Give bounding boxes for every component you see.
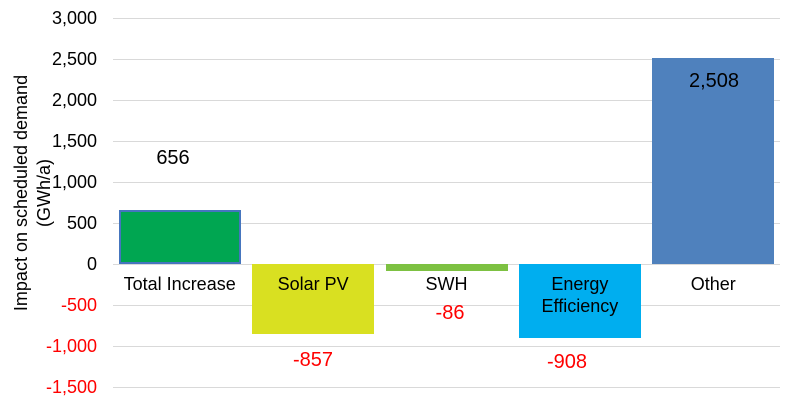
gridline--1,500 bbox=[113, 386, 780, 388]
gridline-500 bbox=[113, 222, 780, 224]
y-tick-label: 500 bbox=[66, 213, 97, 233]
value-label-energy-efficiency: -908 bbox=[546, 351, 588, 373]
gridline-1,000 bbox=[113, 181, 780, 183]
gridline-3,000 bbox=[113, 17, 780, 19]
category-label-other: Other bbox=[690, 274, 736, 294]
bar-solar-pv bbox=[252, 264, 375, 335]
y-tick-label: 2,500 bbox=[51, 49, 97, 69]
gridline--500 bbox=[113, 304, 780, 306]
y-tick-label: -1,500 bbox=[45, 377, 97, 397]
category-label-energy-efficiency: Energy Efficiency bbox=[541, 274, 619, 316]
category-label-solar-pv: Solar PV bbox=[277, 274, 349, 294]
bar-energy-efficiency bbox=[518, 264, 641, 339]
gridline-1,500 bbox=[113, 140, 780, 142]
category-label-swh: SWH bbox=[425, 274, 468, 294]
bar-total-increase bbox=[118, 210, 241, 264]
y-tick-label: 3,000 bbox=[51, 8, 97, 28]
bar-swh bbox=[385, 264, 508, 272]
category-label-total-increase: Total Increase bbox=[123, 274, 236, 294]
value-label-swh: -86 bbox=[435, 302, 465, 324]
y-tick-label: 1,000 bbox=[51, 172, 97, 192]
y-tick-label: 0 bbox=[86, 254, 97, 274]
gridline-2,500 bbox=[113, 58, 780, 60]
y-tick-label: -500 bbox=[60, 295, 97, 315]
y-tick-label: 1,500 bbox=[51, 131, 97, 151]
value-label-total-increase: 656 bbox=[156, 147, 190, 169]
y-tick-label: 2,000 bbox=[51, 90, 97, 110]
value-label-other: 2,508 bbox=[688, 70, 740, 92]
bar-other bbox=[652, 58, 775, 264]
gridline-2,000 bbox=[113, 99, 780, 101]
y-tick-label: -1,000 bbox=[45, 336, 97, 356]
value-label-solar-pv: -857 bbox=[292, 349, 334, 371]
gridline--1,000 bbox=[113, 345, 780, 347]
